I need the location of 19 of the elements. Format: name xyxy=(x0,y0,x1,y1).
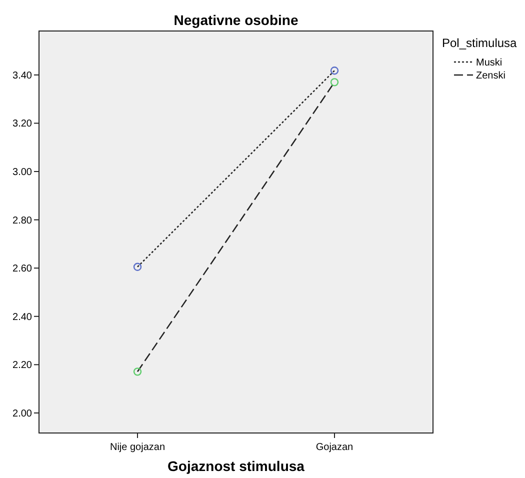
point xyxy=(133,368,142,376)
x-tick-label: Gojazan xyxy=(316,442,354,453)
y-tick-label: 3.20 xyxy=(12,118,32,130)
y-tick-label: 2.40 xyxy=(12,312,32,323)
y-tick-label: 2.60 xyxy=(12,264,32,275)
y-tick-label: 2.20 xyxy=(12,360,32,372)
y-tick-label: 3.40 xyxy=(12,70,32,82)
legend-label: Zenski xyxy=(476,70,506,82)
legend-title: Pol_stimulusa xyxy=(442,36,518,50)
y-tick-label: 2.00 xyxy=(12,408,32,420)
y-tick-label: 3.00 xyxy=(12,167,32,178)
y-tick-label: 2.80 xyxy=(12,215,32,226)
chart-title: Negativne osobine xyxy=(174,12,298,28)
point xyxy=(330,66,339,75)
point xyxy=(330,78,339,86)
legend-label: Muski xyxy=(476,58,502,68)
x-axis-title: Gojaznost stimulusa xyxy=(168,458,305,474)
point xyxy=(133,262,142,271)
x-tick-label: Nije gojazan xyxy=(110,442,166,453)
